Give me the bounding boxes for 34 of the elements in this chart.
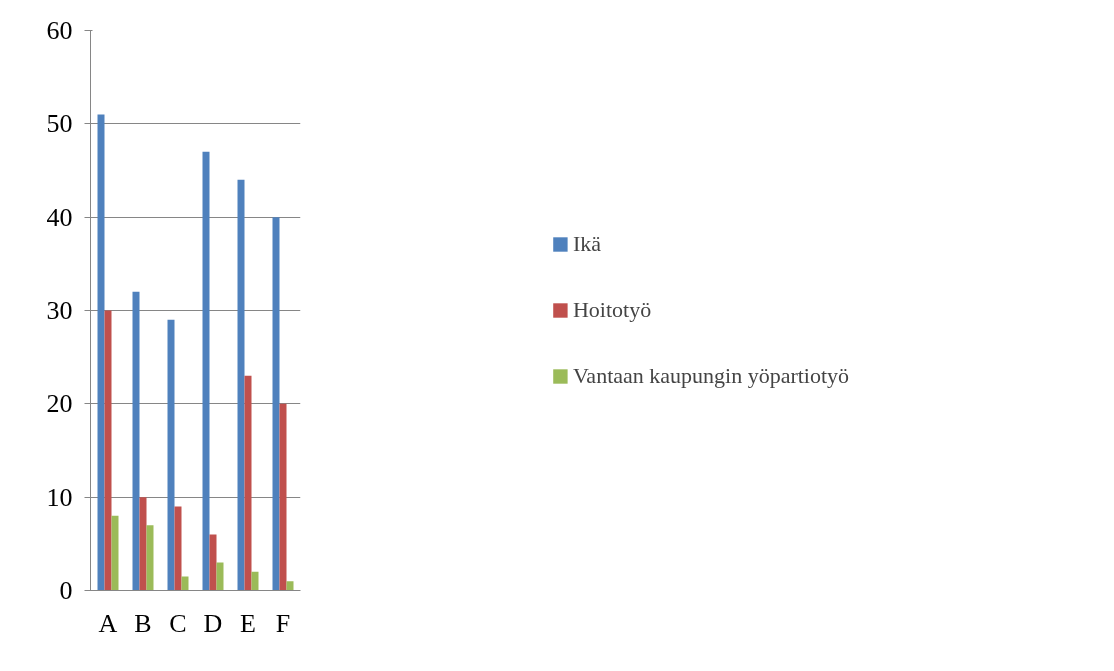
y-tick-label: 60 (46, 16, 73, 45)
bar (139, 497, 147, 591)
legend-label: Ikä (572, 231, 602, 257)
y-tick-label: 0 (59, 576, 73, 605)
bar (272, 217, 280, 591)
x-tick-label: B (134, 608, 152, 638)
x-tick-label: E (240, 608, 256, 638)
bar (244, 375, 252, 591)
bar (209, 534, 217, 591)
bar (202, 151, 210, 591)
bar (237, 179, 245, 591)
bar (174, 506, 182, 591)
bar (279, 403, 287, 591)
bar (251, 571, 259, 591)
bar (97, 114, 105, 591)
bar (216, 562, 224, 591)
bar (111, 515, 119, 591)
bar (132, 291, 140, 591)
bar (181, 576, 189, 591)
x-tick-label: A (98, 608, 118, 638)
y-tick-label: 10 (46, 482, 73, 512)
bar (286, 581, 294, 591)
y-tick-label: 40 (46, 202, 73, 232)
x-tick-label: F (275, 608, 291, 638)
y-tick-label: 30 (46, 296, 73, 325)
x-tick-label: C (169, 608, 187, 638)
y-tick-label: 20 (46, 389, 73, 419)
bar (146, 525, 154, 591)
x-tick-label: D (203, 608, 223, 638)
legend-label: Hoitotyö (572, 297, 652, 323)
bar (104, 310, 112, 591)
bar (167, 319, 175, 591)
legend-label: Vantaan kaupungin yöpartiotyö (572, 363, 850, 389)
y-tick-label: 50 (46, 109, 73, 139)
